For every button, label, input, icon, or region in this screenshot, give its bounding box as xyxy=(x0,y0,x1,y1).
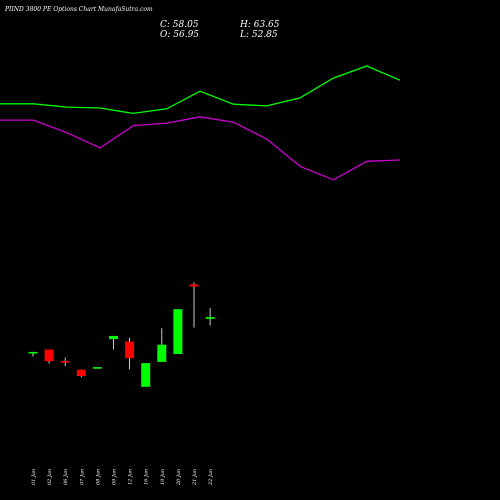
candle-body xyxy=(92,367,102,369)
x-tick-label: 12 Jan xyxy=(128,469,134,485)
x-tick-label: 20 Jan xyxy=(176,469,182,486)
upper-indicator-line xyxy=(0,65,401,115)
chart-title: PIIND 3800 PE Options Chart MunafaSutra.… xyxy=(5,6,153,13)
candle-body xyxy=(44,349,54,362)
candle-body xyxy=(28,351,38,354)
lower-indicator-line xyxy=(0,116,401,181)
candle-body xyxy=(173,309,183,354)
candle xyxy=(60,357,70,366)
candle xyxy=(44,349,54,364)
open-value: O: 56.95 xyxy=(160,30,200,40)
close-value: C: 58.05 xyxy=(160,20,199,30)
low-value: L: 52.85 xyxy=(240,30,278,40)
candle xyxy=(173,309,183,354)
candle-body xyxy=(60,361,70,363)
candle xyxy=(125,337,135,370)
high-value: H: 63.65 xyxy=(240,20,280,30)
candles xyxy=(28,282,215,387)
x-tick-label: 07 Jan xyxy=(79,469,85,485)
candle-body xyxy=(141,363,151,387)
candle-body xyxy=(125,341,135,359)
candle-body xyxy=(157,344,167,362)
x-tick-label: 02 Jan xyxy=(47,469,53,485)
candle-body xyxy=(205,317,215,319)
candle xyxy=(157,328,167,362)
candle-body xyxy=(109,335,118,340)
candle xyxy=(141,363,151,387)
indicator-lines xyxy=(0,65,401,181)
x-tick-label: 21 Jan xyxy=(192,469,198,486)
x-tick-label: 22 Jan xyxy=(208,469,214,486)
candle xyxy=(28,351,38,357)
candle xyxy=(189,282,199,328)
x-tick-label: 09 Jan xyxy=(112,469,118,485)
candle xyxy=(92,367,102,369)
candle xyxy=(109,335,118,350)
x-tick-label: 16 Jan xyxy=(144,469,150,485)
candle-body xyxy=(189,284,199,287)
x-tick-label: 19 Jan xyxy=(160,469,166,485)
x-axis-labels: 01 Jan 02 Jan 06 Jan 07 Jan 08 Jan 09 Jan 12 J… xyxy=(31,469,214,486)
candle xyxy=(205,308,215,326)
x-tick-label: 08 Jan xyxy=(95,469,101,485)
x-tick-label: 01 Jan xyxy=(31,469,37,485)
candle xyxy=(76,369,86,378)
x-tick-label: 06 Jan xyxy=(63,469,69,485)
candle-body xyxy=(76,369,86,377)
